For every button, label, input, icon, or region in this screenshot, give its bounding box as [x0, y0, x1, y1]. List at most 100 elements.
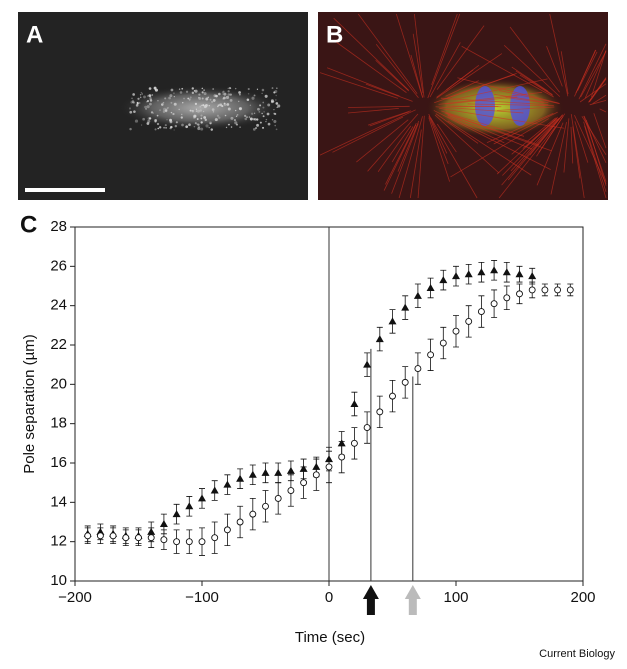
fiber	[591, 50, 607, 98]
fiber	[436, 69, 474, 98]
speckle	[226, 103, 230, 106]
fiber	[348, 105, 410, 108]
speckle	[273, 91, 276, 94]
speckle	[182, 102, 184, 104]
data-point	[516, 290, 523, 298]
y-tick-label: 28	[50, 218, 67, 235]
speckle	[205, 97, 209, 101]
speckle	[203, 89, 205, 92]
fiber	[434, 114, 500, 174]
speckle	[141, 93, 144, 95]
y-tick-label: 26	[50, 257, 67, 274]
fiber	[592, 94, 607, 104]
speckle	[170, 88, 174, 92]
data-point	[325, 463, 333, 471]
speckle	[189, 96, 192, 99]
fiber	[563, 118, 570, 173]
fiber	[574, 121, 589, 163]
speckle	[169, 127, 172, 130]
data-point	[350, 439, 358, 447]
data-point	[223, 480, 232, 488]
fiber	[447, 116, 505, 144]
speckle	[270, 100, 274, 104]
fiber	[589, 99, 607, 106]
speckle	[179, 91, 183, 94]
fiber	[550, 122, 567, 195]
speckle	[273, 108, 275, 111]
data-point	[376, 408, 384, 416]
fiber	[584, 50, 607, 99]
data-point	[389, 392, 396, 400]
speckle	[258, 111, 261, 113]
speckle	[168, 96, 171, 100]
speckle	[193, 125, 196, 128]
speckle	[236, 113, 239, 116]
fiber	[348, 107, 399, 114]
speckle	[135, 104, 139, 107]
speckle	[203, 116, 207, 119]
speckle	[170, 125, 173, 129]
data-point	[211, 534, 219, 542]
speckle	[181, 113, 183, 116]
fiber	[486, 112, 554, 143]
fiber	[519, 74, 554, 96]
speckle	[183, 97, 185, 100]
speckle	[261, 92, 263, 95]
fiber	[430, 117, 478, 199]
speckle	[187, 97, 190, 100]
fiber	[333, 17, 409, 91]
speckle	[191, 109, 195, 113]
fiber	[434, 74, 515, 104]
speckle	[212, 111, 215, 113]
fiber	[412, 33, 424, 94]
data-point	[312, 471, 320, 479]
speckle	[196, 109, 200, 113]
fiber	[505, 97, 545, 104]
y-tick-label: 10	[50, 572, 67, 589]
data-point	[515, 270, 524, 278]
speckle	[140, 124, 143, 126]
data-point	[338, 453, 346, 461]
data-point	[388, 317, 397, 325]
speckle	[216, 114, 220, 117]
speckle	[131, 97, 133, 100]
speckle	[200, 127, 204, 131]
y-axis-label: Pole separation (µm)	[21, 334, 38, 474]
speckle	[162, 110, 166, 113]
speckle	[256, 123, 259, 127]
speckle	[164, 97, 167, 100]
data-point	[490, 300, 498, 308]
speckle	[166, 107, 168, 109]
speckle	[211, 108, 215, 112]
speckle	[204, 118, 207, 122]
speckle	[194, 102, 198, 105]
fiber	[375, 59, 410, 92]
fiber	[515, 70, 553, 95]
data-point	[147, 534, 155, 542]
speckle	[196, 123, 199, 126]
data-point	[554, 286, 562, 294]
data-point	[261, 468, 270, 476]
speckle	[274, 112, 277, 116]
fiber	[431, 13, 458, 86]
data-point	[528, 272, 537, 280]
speckle	[202, 110, 205, 113]
speckle	[137, 97, 140, 100]
panel-label: B	[326, 21, 343, 48]
speckle	[229, 93, 232, 96]
fiber	[439, 107, 565, 129]
speckle	[178, 88, 181, 90]
fiber	[599, 108, 607, 113]
speckle	[277, 104, 281, 108]
fiber	[496, 106, 555, 111]
speckle	[194, 89, 198, 93]
fiber	[319, 109, 416, 156]
speckle	[146, 122, 150, 125]
fiber	[560, 51, 569, 95]
fiber	[367, 113, 419, 172]
panel-label: C	[20, 211, 37, 238]
speckle	[191, 109, 194, 112]
speckle	[275, 102, 279, 105]
data-point	[274, 494, 282, 502]
fiber	[397, 120, 420, 172]
